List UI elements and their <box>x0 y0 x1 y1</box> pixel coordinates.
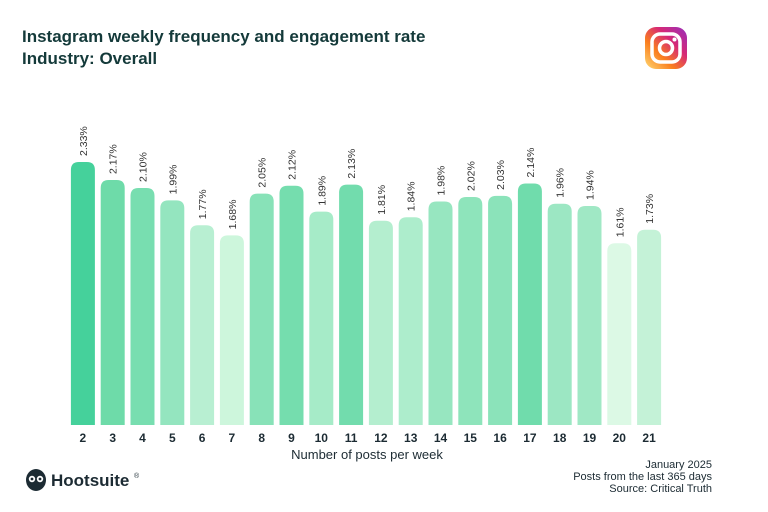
value-label: 1.89% <box>316 176 328 206</box>
value-label: 2.05% <box>257 158 269 188</box>
bar <box>517 183 542 425</box>
bar <box>607 243 632 425</box>
x-tick-label: 3 <box>109 431 116 445</box>
brand-mark: ® <box>134 472 140 480</box>
note: Source: Critical Truth <box>609 483 712 495</box>
value-label: 2.03% <box>495 160 507 190</box>
value-label: 1.98% <box>436 166 448 196</box>
bar <box>368 220 393 425</box>
instagram-icon <box>645 27 687 69</box>
value-label: 1.68% <box>227 200 239 230</box>
chart-title: Instagram weekly frequency and engagemen… <box>22 27 425 46</box>
bar <box>339 184 364 425</box>
x-tick-label: 7 <box>229 431 236 445</box>
value-label: 1.81% <box>376 185 388 215</box>
bar <box>190 225 215 425</box>
value-label: 2.10% <box>138 152 150 182</box>
x-tick-label: 9 <box>288 431 295 445</box>
bar <box>219 235 244 425</box>
x-tick-label: 12 <box>374 431 388 445</box>
value-label: 1.94% <box>585 170 597 200</box>
bar <box>130 187 155 425</box>
x-tick-label: 15 <box>464 431 478 445</box>
bar <box>249 193 274 425</box>
value-label: 2.13% <box>346 149 358 179</box>
x-tick-label: 16 <box>493 431 507 445</box>
note: January 2025 <box>645 459 712 471</box>
bar <box>637 229 662 425</box>
value-label: 2.14% <box>525 148 537 178</box>
bar <box>160 200 185 425</box>
x-tick-label: 11 <box>345 431 358 445</box>
bar <box>100 180 125 425</box>
brand-name: Hootsuite <box>51 471 129 490</box>
value-label: 1.61% <box>614 207 626 237</box>
x-tick-label: 10 <box>315 431 329 445</box>
value-label: 1.84% <box>406 182 418 212</box>
x-tick-label: 13 <box>404 431 418 445</box>
value-label: 1.99% <box>167 165 179 195</box>
bar <box>547 203 572 425</box>
x-axis-title: Number of posts per week <box>291 447 443 462</box>
x-tick-label: 18 <box>553 431 567 445</box>
value-label: 2.02% <box>465 161 477 191</box>
chart-subtitle: Industry: Overall <box>22 49 157 68</box>
bar <box>70 162 95 425</box>
note: Posts from the last 365 days <box>573 471 712 483</box>
x-tick-label: 19 <box>583 431 597 445</box>
brand-logo: Hootsuite ® <box>26 469 140 491</box>
bar <box>458 196 483 425</box>
value-label: 1.77% <box>197 189 209 219</box>
x-tick-label: 2 <box>80 431 87 445</box>
value-label: 2.17% <box>108 144 120 174</box>
x-tick-label: 6 <box>199 431 206 445</box>
value-label: 1.73% <box>644 194 656 224</box>
bar <box>309 211 334 425</box>
x-tick-label: 20 <box>613 431 627 445</box>
bar <box>428 201 453 425</box>
x-tick-label: 17 <box>523 431 537 445</box>
value-label: 1.96% <box>555 168 567 198</box>
bar <box>279 185 304 425</box>
x-tick-label: 4 <box>139 431 146 445</box>
bar <box>488 195 513 425</box>
x-tick-label: 5 <box>169 431 176 445</box>
x-tick-label: 21 <box>642 431 656 445</box>
value-label: 2.12% <box>287 150 299 180</box>
bar <box>398 217 423 425</box>
value-label: 2.33% <box>78 126 90 156</box>
x-tick-label: 14 <box>434 431 448 445</box>
x-tick-label: 8 <box>258 431 265 445</box>
bar <box>577 206 602 425</box>
